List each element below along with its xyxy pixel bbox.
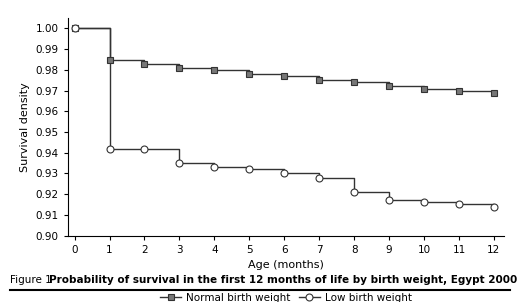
Text: Probability of survival in the first 12 months of life by birth weight, Egypt 20: Probability of survival in the first 12 … <box>49 275 517 285</box>
X-axis label: Age (months): Age (months) <box>248 260 324 270</box>
Text: Figure 1: Figure 1 <box>10 275 56 285</box>
Legend: Normal birth weight, Low birth weight: Normal birth weight, Low birth weight <box>156 289 416 302</box>
Y-axis label: Survival density: Survival density <box>20 82 30 172</box>
